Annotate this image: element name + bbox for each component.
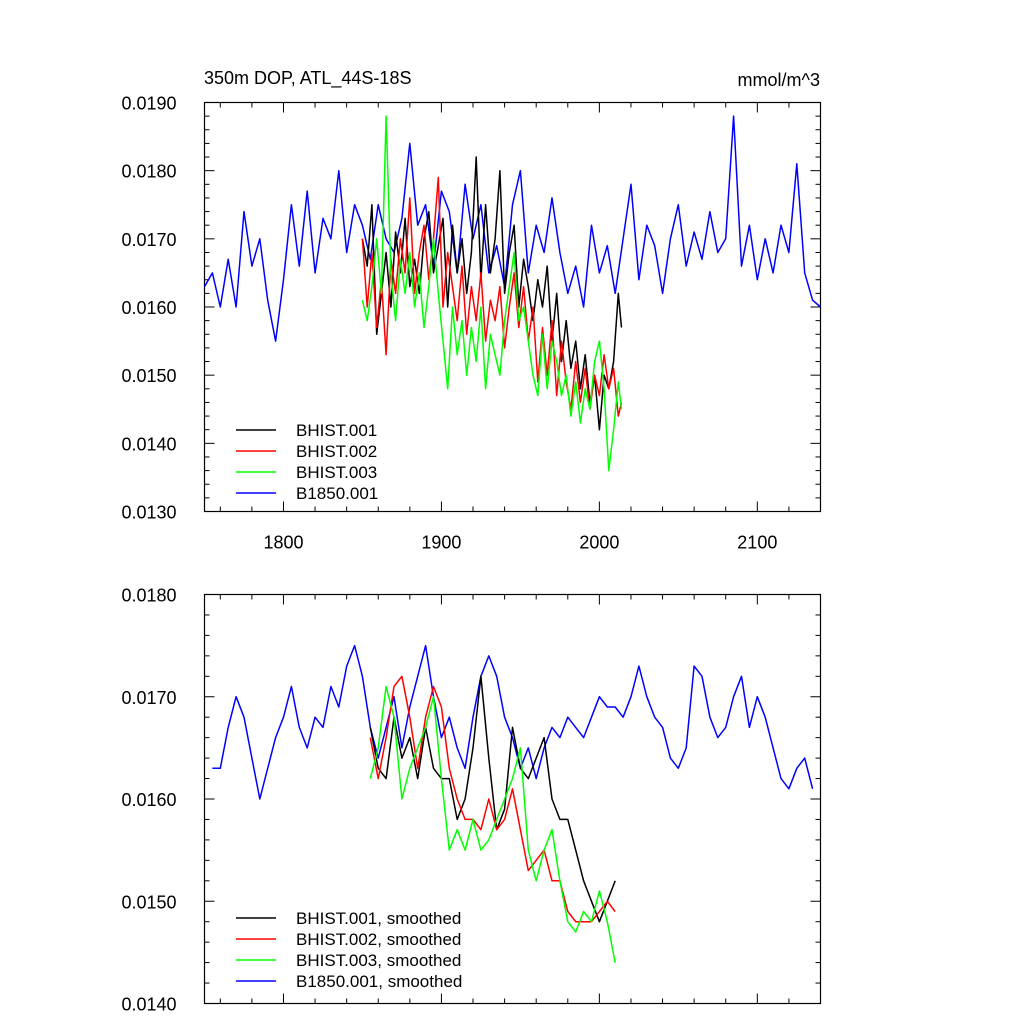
y-tick-label: 0.0180: [121, 162, 176, 182]
legend-label: BHIST.001: [296, 421, 377, 440]
series-line-bhist-002: [361, 176, 623, 417]
y-tick-label: 0.0130: [121, 503, 176, 523]
x-tick-label: 2100: [737, 533, 777, 553]
y-tick-label: 0.0160: [121, 298, 176, 318]
y-tick-label: 0.0170: [121, 688, 176, 708]
legend-label: BHIST.002, smoothed: [296, 930, 461, 949]
series-line-bhist-003-smoothed: [369, 685, 616, 963]
y-tick-label: 0.0150: [121, 366, 176, 386]
x-tick-label: 1900: [421, 533, 461, 553]
y-tick-label: 0.0190: [121, 94, 176, 114]
y-tick-label: 0.0170: [121, 230, 176, 250]
legend-label: BHIST.002: [296, 442, 377, 461]
legend-label: B1850.001: [296, 484, 378, 503]
y-tick-label: 0.0140: [121, 434, 176, 454]
legend-label: BHIST.003, smoothed: [296, 951, 461, 970]
y-tick-label: 0.0150: [121, 892, 176, 912]
legend-label: BHIST.003: [296, 463, 377, 482]
series-line-bhist-001-smoothed: [369, 675, 616, 923]
legend-label: BHIST.001, smoothed: [296, 909, 461, 928]
y-tick-label: 0.0160: [121, 790, 176, 810]
legend: BHIST.001, smoothed BHIST.002, smoothed BH…: [236, 909, 462, 991]
x-tick-label: 1800: [263, 533, 303, 553]
legend: BHIST.001 BHIST.002 BHIST.003 B1850.001: [236, 421, 378, 503]
chart-title: 350m DOP, ATL_44S-18S: [204, 68, 411, 89]
axes: 1800 1900 2000 2100 0.0130 0.0140 0.0150 0.0160…: [121, 94, 821, 553]
series-line-b1850-001-smoothed: [212, 644, 814, 800]
axes: 0.0140 0.0150 0.0160 0.0170 0.0180: [121, 586, 821, 1015]
series-line-bhist-002-smoothed: [369, 675, 616, 923]
series-line-bhist-003: [361, 115, 623, 472]
units-label: mmol/m^3: [738, 70, 820, 90]
y-tick-label: 0.0180: [121, 586, 176, 606]
legend-label: B1850.001, smoothed: [296, 972, 462, 991]
y-tick-label: 0.0140: [121, 995, 176, 1015]
series-line-b1850-001: [203, 115, 821, 342]
x-tick-label: 2000: [579, 533, 619, 553]
series-line-bhist-001: [361, 156, 623, 431]
series-group: [212, 644, 814, 963]
panel-top-dop: 350m DOP, ATL_44S-18S mmol/m^3 1800 1900 2…: [121, 68, 822, 553]
series-group: [203, 115, 821, 472]
panel-bottom-smoothed: 0.0140 0.0150 0.0160 0.0170 0.0180 BHIST.001…: [121, 586, 822, 1015]
